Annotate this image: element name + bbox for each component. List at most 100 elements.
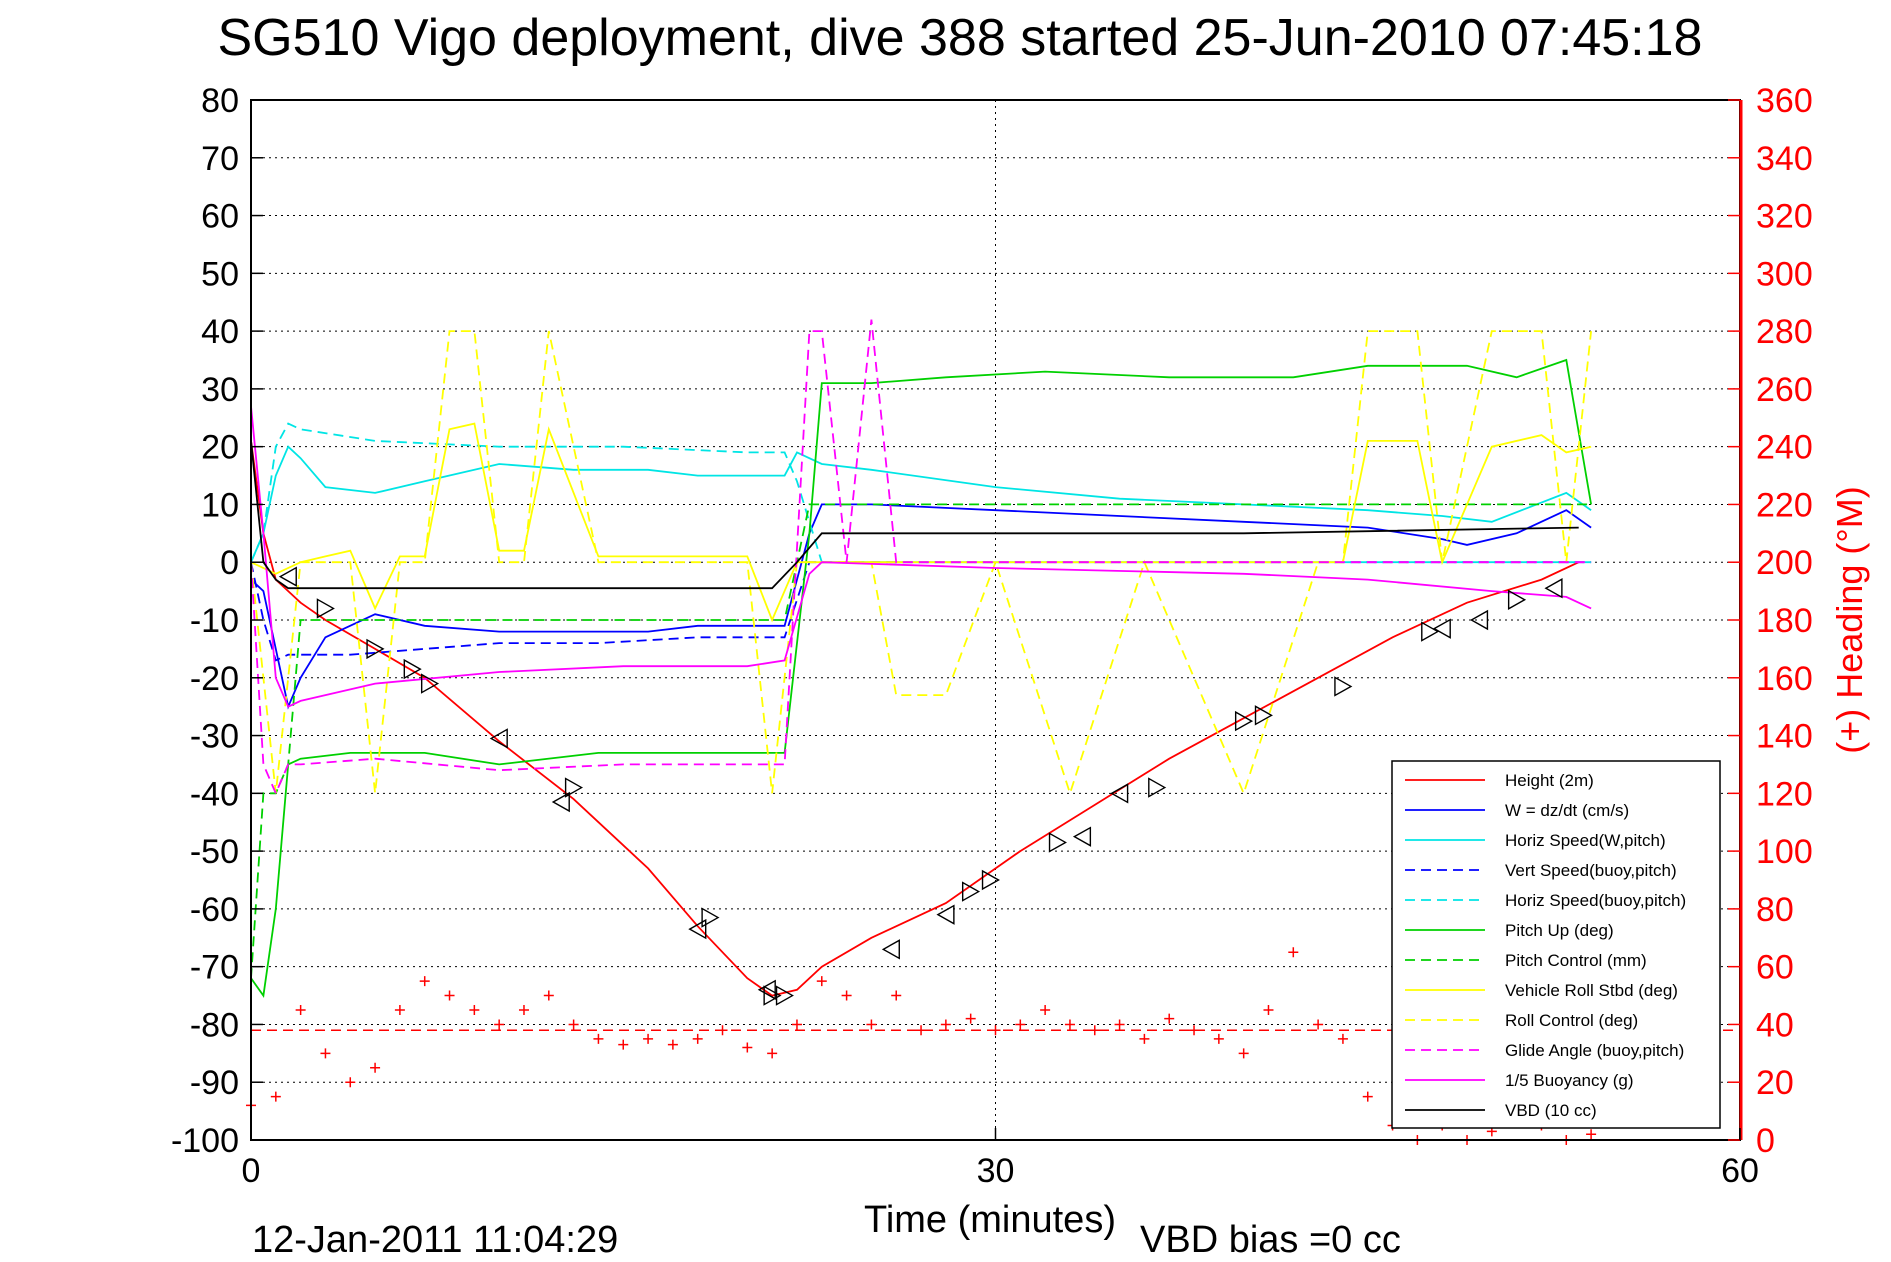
heading-point-43: [1313, 1019, 1324, 1030]
right-tick-label-5: 260: [1756, 371, 1813, 409]
legend-label-8: Roll Control (deg): [1505, 1011, 1638, 1030]
legend: Height (2m) W = dz/dt (cm/s) Horiz Speed(W…: [1391, 760, 1721, 1129]
heading-point-31: [1015, 1019, 1026, 1030]
triangle-left-2: [551, 791, 570, 813]
heading-point-8: [444, 990, 455, 1001]
triangle-left-10: [1469, 609, 1489, 631]
series-line-10: [250, 406, 1592, 708]
heading-point-40: [1238, 1048, 1249, 1059]
left-tick-label-17: -90: [190, 1064, 239, 1102]
heading-point-42: [1288, 947, 1299, 958]
heading-point-26: [891, 990, 902, 1001]
heading-point-37: [1164, 1013, 1175, 1024]
legend-label-5: Pitch Up (deg): [1505, 921, 1614, 940]
triangle-left-1: [489, 728, 508, 749]
left-axis: 80 70 60 50 40 30 20 10 0 -10 -20 -30 -40 -50 -60 -70 -8…: [171, 82, 263, 1160]
triangle-right-2: [403, 658, 422, 680]
series-layer: [246, 319, 1740, 1145]
triangle-right-8: [961, 881, 981, 902]
triangle-right-16: [1507, 589, 1527, 610]
heading-point-44: [1337, 1033, 1348, 1044]
heading-point-29: [965, 1013, 976, 1024]
left-tick-label-13: -50: [190, 833, 239, 871]
triangle-left-9: [1432, 618, 1451, 639]
heading-point-16: [643, 1033, 654, 1044]
right-tick-label-10: 160: [1756, 660, 1813, 698]
right-tick-label-9: 180: [1756, 602, 1813, 640]
series-line-4: [250, 422, 1592, 564]
legend-label-9: Glide Angle (buoy,pitch): [1505, 1041, 1684, 1060]
right-tick-label-17: 20: [1756, 1064, 1794, 1102]
right-tick-label-0: 360: [1756, 82, 1813, 120]
triangle-right-1: [366, 638, 385, 660]
heading-point-2: [295, 1005, 306, 1015]
triangle-left-8: [1110, 783, 1129, 804]
right-tick-label-14: 80: [1756, 891, 1794, 929]
left-tick-label-10: -20: [190, 660, 239, 698]
triangle-right-0: [316, 598, 335, 619]
right-tick-label-6: 240: [1756, 429, 1813, 467]
heading-point-1: [270, 1091, 281, 1102]
left-tick-label-1: 70: [201, 140, 239, 178]
triangle-left-5: [881, 939, 900, 960]
right-tick-label-4: 280: [1756, 313, 1813, 351]
right-tick-label-2: 320: [1756, 198, 1813, 236]
right-axis-label: (+) Heading (°M): [1829, 486, 1870, 753]
right-tick-label-8: 200: [1756, 544, 1813, 582]
series-line-7: [250, 422, 1592, 623]
legend-label-6: Pitch Control (mm): [1505, 951, 1647, 970]
heading-point-28: [940, 1019, 951, 1030]
triangle-left-3: [688, 918, 707, 940]
x-tick-label-1: 30: [977, 1152, 1015, 1190]
heading-point-6: [394, 1005, 405, 1015]
triangle-right-4: [564, 777, 584, 798]
legend-box: [1391, 760, 1721, 1129]
triangle-right-7: [775, 985, 794, 1006]
series-line-1: [250, 503, 1592, 710]
right-tick-label-1: 340: [1756, 140, 1813, 178]
triangle-left-4: [757, 979, 776, 1000]
heading-point-35: [1114, 1019, 1125, 1030]
heading-point-33: [1064, 1019, 1075, 1030]
series-line-6: [250, 503, 1592, 979]
heading-point-23: [816, 976, 827, 987]
heading-point-24: [841, 990, 852, 1001]
heading-point-4: [345, 1077, 356, 1088]
left-tick-label-16: -80: [190, 1006, 239, 1044]
left-tick-label-14: -60: [190, 891, 239, 929]
heading-point-18: [692, 1033, 703, 1044]
right-tick-label-3: 300: [1756, 255, 1813, 293]
triangle-right-15: [1421, 621, 1440, 642]
triangle-right-5: [701, 907, 720, 928]
heading-point-15: [618, 1039, 629, 1050]
heading-point-54: [1586, 1129, 1597, 1140]
triangle-right-6: [763, 985, 782, 1006]
x-axis-label: Time (minutes): [864, 1199, 1116, 1241]
heading-point-10: [494, 1019, 505, 1030]
heading-point-39: [1213, 1033, 1224, 1044]
legend-label-7: Vehicle Roll Stbd (deg): [1505, 981, 1678, 1000]
heading-point-36: [1139, 1033, 1150, 1044]
left-tick-label-5: 30: [201, 371, 239, 409]
x-tick-label-2: 60: [1721, 1152, 1759, 1190]
series-line-5: [250, 358, 1592, 998]
footer-timestamp: 12-Jan-2011 11:04:29: [252, 1219, 618, 1261]
legend-label-3: Vert Speed(buoy,pitch): [1505, 861, 1677, 880]
triangle-left-11: [1544, 578, 1563, 599]
heading-point-32: [1040, 1005, 1051, 1015]
triangle-right-13: [1254, 705, 1273, 726]
triangle-right-3: [420, 673, 440, 694]
heading-point-19: [717, 1025, 728, 1036]
triangle-right-14: [1334, 676, 1353, 697]
triangle-right-9: [981, 869, 1000, 891]
left-tick-label-8: 0: [220, 544, 239, 582]
markers-layer: [278, 566, 1563, 1006]
series-line-9: [250, 319, 1592, 796]
right-tick-label-12: 120: [1756, 775, 1813, 813]
triangle-left-6: [936, 904, 955, 925]
heading-point-34: [1089, 1025, 1100, 1036]
right-tick-label-18: 0: [1756, 1122, 1775, 1160]
legend-label-10: 1/5 Buoyancy (g): [1505, 1071, 1634, 1090]
right-tick-label-13: 100: [1756, 833, 1813, 871]
